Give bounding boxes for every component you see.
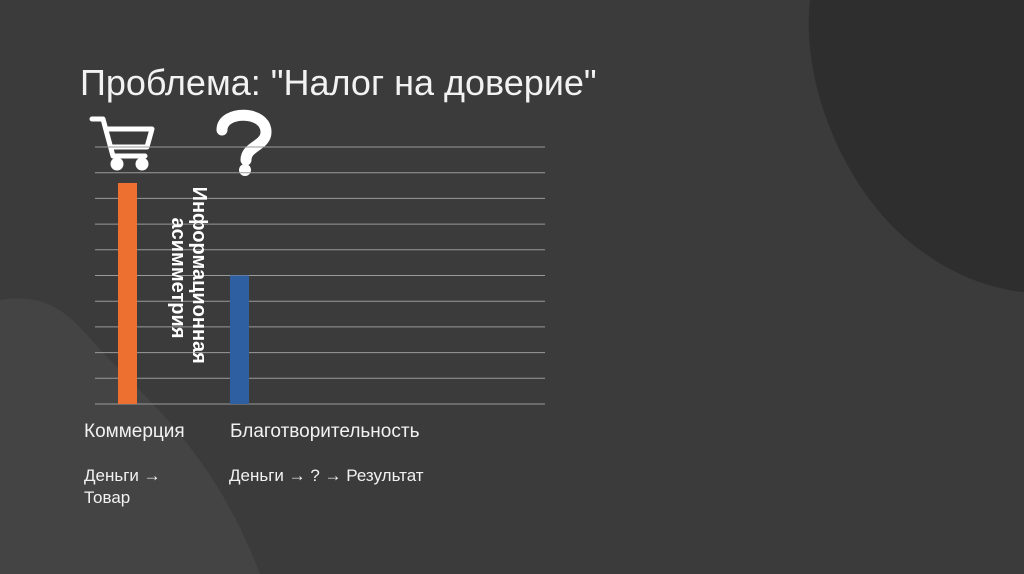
annotation: Информационная асимметрия [167, 187, 210, 370]
bar [230, 275, 249, 404]
background-shape [808, 0, 1024, 292]
question-icon [216, 109, 272, 176]
category-label: Благотворительность [230, 421, 420, 442]
slide-title: Проблема: "Налог на доверие" [80, 62, 597, 103]
bar [118, 182, 137, 404]
annotation-line: Информационная [188, 187, 210, 364]
cart-icon [89, 116, 155, 171]
flow-text: Деньги → Товар [84, 466, 161, 507]
grid [95, 146, 545, 405]
background-shape [0, 298, 260, 574]
flow-text: Деньги → ? → Результат [229, 466, 424, 485]
bars [118, 182, 249, 404]
annotation-line: асимметрия [167, 218, 189, 339]
category-label: Коммерция [84, 421, 185, 442]
